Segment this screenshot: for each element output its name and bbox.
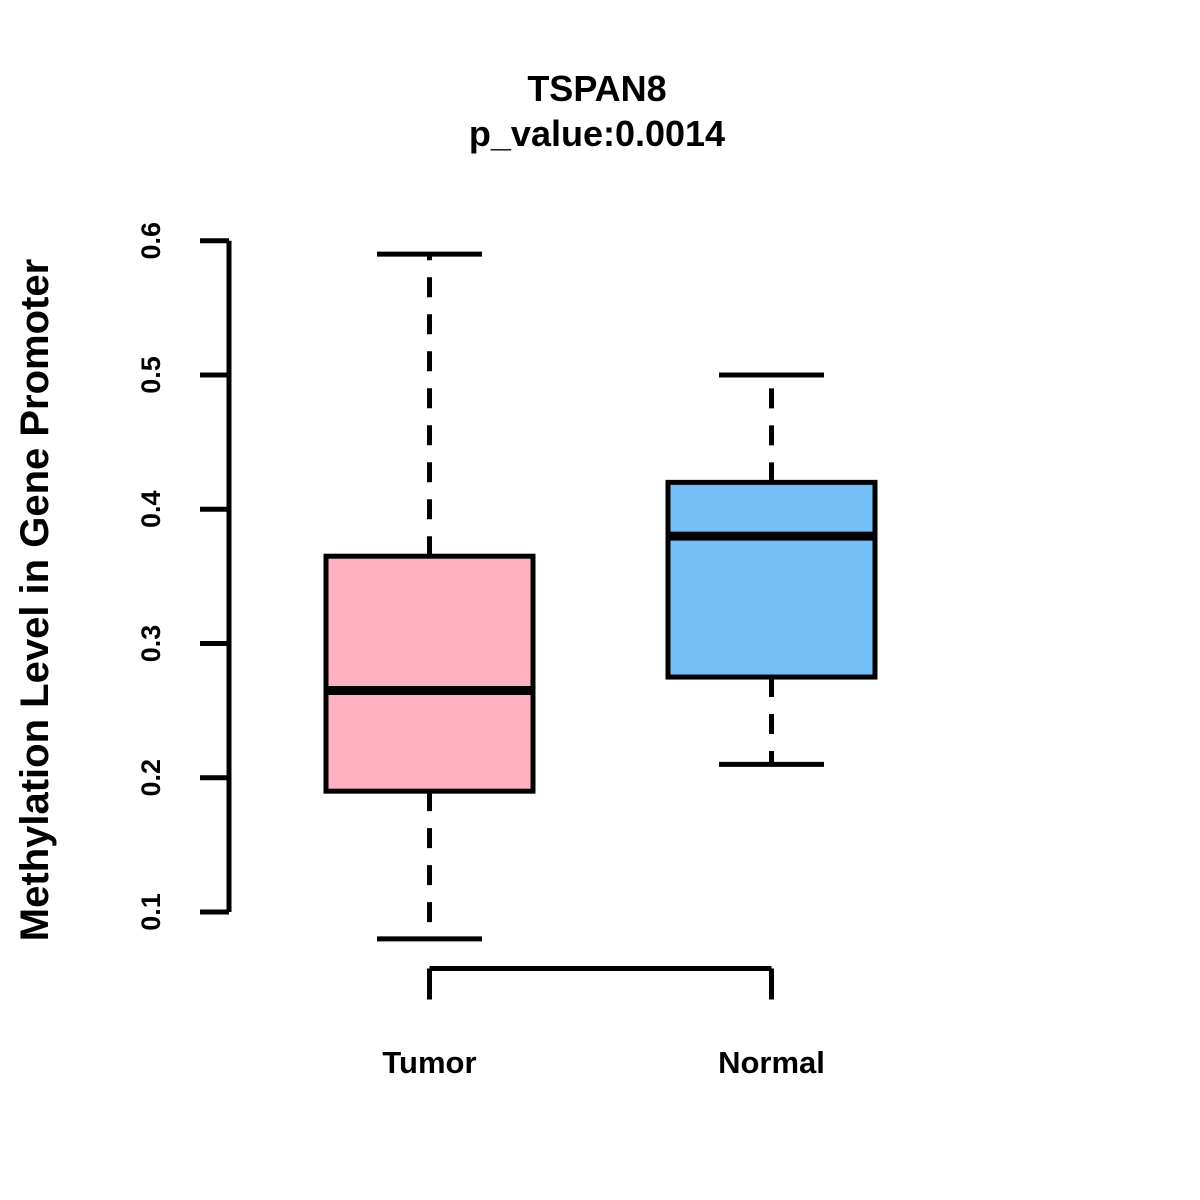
- category-label-tumor: Tumor: [382, 1045, 476, 1080]
- iqr-box: [665, 479, 878, 680]
- category-label-normal: Normal: [718, 1045, 825, 1080]
- chart-pvalue-subtitle: p_value:0.0014: [468, 113, 726, 154]
- y-tick-label: 0.3: [136, 625, 166, 663]
- iqr-box: [323, 553, 536, 794]
- y-tick-label: 0.4: [136, 490, 166, 528]
- y-tick-label: 0.5: [136, 356, 166, 394]
- y-tick-label: 0.6: [136, 222, 166, 260]
- boxplot-group-tumor: [323, 251, 536, 942]
- y-axis-label: Methylation Level in Gene Promoter: [13, 258, 57, 942]
- y-tick-label: 0.2: [136, 759, 166, 797]
- x-axis-bracket: Tumor Normal: [382, 966, 825, 1080]
- chart-title: TSPAN8: [527, 68, 667, 109]
- y-tick-label: 0.1: [136, 893, 166, 931]
- y-axis: 0.1 0.2 0.3 0.4 0.5 0.6: [136, 222, 232, 931]
- title-block: TSPAN8 p_value:0.0014: [0, 66, 1194, 156]
- boxplot-group-normal: [665, 372, 878, 767]
